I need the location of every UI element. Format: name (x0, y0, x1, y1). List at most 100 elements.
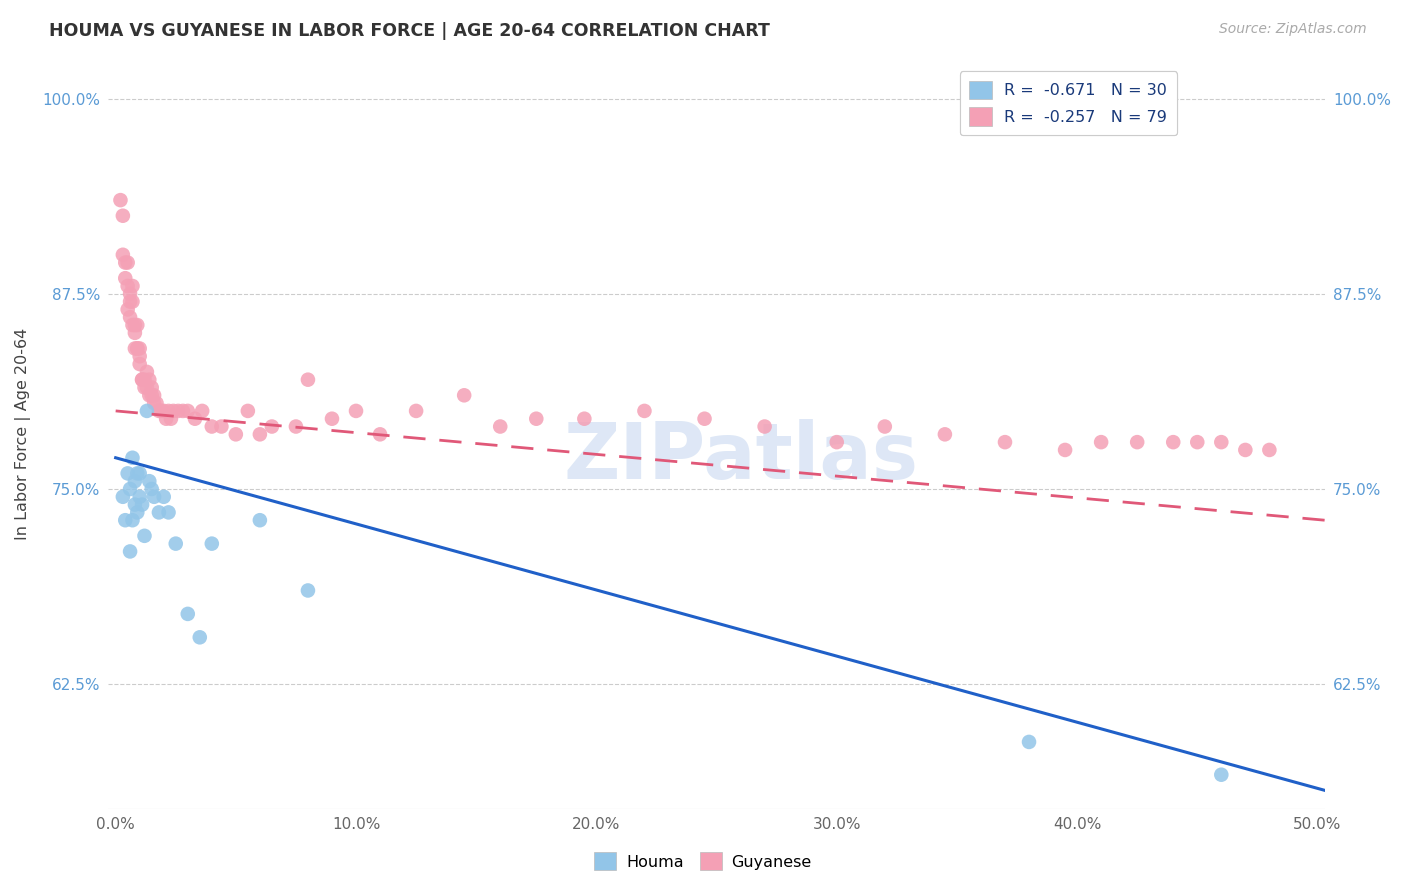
Point (633, 404, 655, 418)
Point (284, 419, 307, 434)
Point (141, 482, 163, 496)
Point (191, 404, 214, 418)
Point (117, 467, 139, 481)
Point (131, 498, 153, 512)
Legend: R =  -0.671   N = 30, R =  -0.257   N = 79: R = -0.671 N = 30, R = -0.257 N = 79 (960, 71, 1177, 136)
Point (405, 404, 427, 418)
Point (934, 427, 956, 442)
Point (344, 404, 367, 418)
Point (172, 404, 194, 418)
Point (297, 583, 319, 598)
Point (1090, 435, 1112, 450)
Point (124, 342, 146, 356)
Point (114, 255, 136, 269)
Text: ZIPatlas: ZIPatlas (564, 419, 918, 495)
Point (165, 536, 187, 550)
Point (121, 450, 143, 465)
Point (148, 404, 170, 418)
Point (135, 365, 157, 379)
Point (693, 411, 716, 425)
Point (110, 193, 132, 207)
Point (128, 467, 150, 481)
Point (368, 427, 391, 442)
Point (152, 490, 174, 504)
Point (134, 380, 156, 394)
Point (188, 630, 211, 644)
Point (111, 209, 134, 223)
Point (121, 318, 143, 332)
Point (143, 388, 166, 402)
Point (1211, 768, 1233, 782)
Point (120, 286, 142, 301)
Point (152, 404, 174, 418)
Point (145, 396, 167, 410)
Point (143, 490, 166, 504)
Point (236, 404, 259, 418)
Point (157, 404, 180, 418)
Point (994, 435, 1017, 450)
Text: Source: ZipAtlas.com: Source: ZipAtlas.com (1219, 22, 1367, 37)
Point (160, 411, 183, 425)
Point (249, 513, 271, 527)
Point (177, 404, 200, 418)
Point (124, 318, 146, 332)
Point (155, 411, 177, 425)
Point (321, 411, 343, 425)
Point (121, 294, 143, 309)
Point (201, 536, 224, 550)
Point (177, 607, 200, 621)
Point (141, 380, 163, 394)
Point (1126, 435, 1149, 450)
Point (1187, 435, 1209, 450)
Point (754, 419, 776, 434)
Point (120, 310, 142, 325)
Point (121, 513, 143, 527)
Point (117, 302, 139, 317)
Point (184, 411, 207, 425)
Point (121, 279, 143, 293)
Point (117, 255, 139, 269)
Point (120, 544, 142, 558)
Y-axis label: In Labor Force | Age 20-64: In Labor Force | Age 20-64 (15, 328, 31, 541)
Point (138, 474, 160, 488)
Point (148, 505, 170, 519)
Point (489, 419, 512, 434)
Point (1234, 442, 1257, 457)
Point (157, 505, 180, 519)
Point (131, 373, 153, 387)
Point (138, 373, 160, 387)
Point (141, 388, 163, 402)
Point (134, 529, 156, 543)
Point (111, 490, 134, 504)
Point (1161, 435, 1184, 450)
Point (825, 435, 848, 450)
Point (135, 404, 157, 418)
Point (131, 373, 153, 387)
Point (111, 248, 134, 262)
Point (127, 467, 149, 481)
Point (260, 419, 283, 434)
Text: HOUMA VS GUYANESE IN LABOR FORCE | AGE 20-64 CORRELATION CHART: HOUMA VS GUYANESE IN LABOR FORCE | AGE 2… (49, 22, 770, 40)
Point (134, 373, 156, 387)
Point (127, 505, 149, 519)
Point (873, 419, 896, 434)
Point (1054, 442, 1077, 457)
Point (1211, 435, 1233, 450)
Point (167, 404, 190, 418)
Point (138, 388, 160, 402)
Point (124, 474, 146, 488)
Point (524, 411, 547, 425)
Point (143, 396, 166, 410)
Point (297, 373, 319, 387)
Point (225, 427, 247, 442)
Point (117, 279, 139, 293)
Point (114, 271, 136, 285)
Point (128, 490, 150, 504)
Point (124, 326, 146, 340)
Point (120, 294, 142, 309)
Point (150, 404, 173, 418)
Legend: Houma, Guyanese: Houma, Guyanese (588, 846, 818, 877)
Point (1018, 735, 1040, 749)
Point (127, 342, 149, 356)
Point (127, 318, 149, 332)
